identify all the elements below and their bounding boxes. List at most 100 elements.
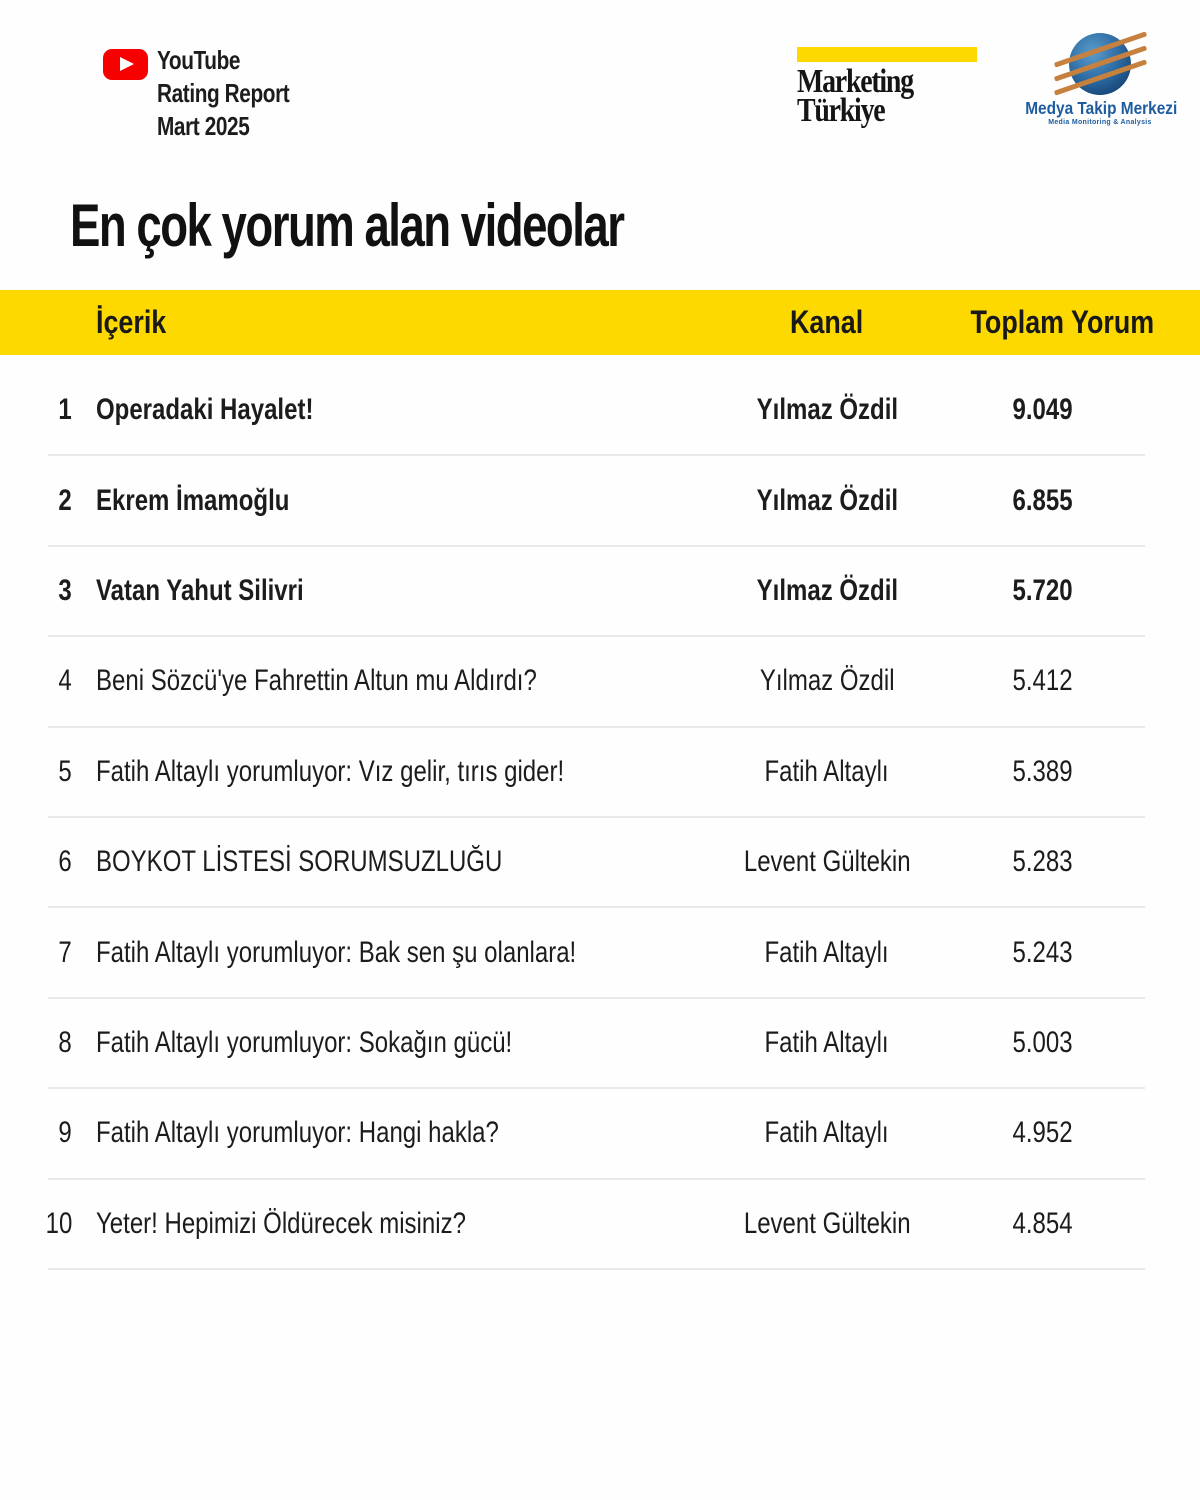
report-badge: YouTube Rating Report Mart 2025 <box>103 44 322 143</box>
channel-cell: Yılmaz Özdil <box>701 664 953 698</box>
content-cell-text: Operadaki Hayalet! <box>96 393 314 427</box>
rank-cell: 9 <box>0 1116 72 1150</box>
channel-cell-text: Yılmaz Özdil <box>756 393 898 427</box>
content-cell: Fatih Altaylı yorumluyor: Sokağın gücü! <box>72 1026 701 1060</box>
table-row: 1 Operadaki Hayalet! Yılmaz Özdil 9.049 <box>0 366 1200 454</box>
rank-cell-text: 6 <box>58 845 72 879</box>
table-row: 7 Fatih Altaylı yorumluyor: Bak sen şu ol… <box>0 908 1200 996</box>
table-row: 2 Ekrem İmamoğlu Yılmaz Özdil 6.855 <box>0 456 1200 544</box>
row-divider <box>48 454 1145 457</box>
header-channel: Kanal <box>701 304 953 341</box>
total-comments-cell-text: 5.243 <box>1012 935 1074 969</box>
content-cell: Ekrem İmamoğlu <box>72 484 701 518</box>
content-cell: Beni Sözcü'ye Fahrettin Altun mu Aldırdı… <box>72 664 701 698</box>
total-comments-cell-text: 9.049 <box>1012 393 1074 427</box>
rank-cell: 6 <box>0 845 72 879</box>
mtm-wordmark: Medya Takip Merkezi <box>1025 98 1178 118</box>
rank-cell-text: 3 <box>58 573 72 607</box>
rank-cell: 8 <box>0 1026 72 1060</box>
channel-cell: Fatih Altaylı <box>701 755 953 789</box>
mtm-tagline: Media Monitoring & Analysis <box>1048 119 1152 126</box>
header-channel-label: Kanal <box>790 304 864 340</box>
content-cell: Vatan Yahut Silivri <box>72 574 701 608</box>
total-comments-cell: 5.389 <box>953 755 1133 789</box>
total-comments-cell-text: 5.283 <box>1012 845 1074 879</box>
channel-cell: Fatih Altaylı <box>701 1026 953 1060</box>
channel-cell: Levent Gültekin <box>701 845 953 879</box>
channel-cell-text: Yılmaz Özdil <box>756 483 898 517</box>
row-divider <box>48 544 1145 547</box>
total-comments-cell: 5.243 <box>953 936 1133 970</box>
rank-cell: 1 <box>0 393 72 427</box>
page-title: En çok yorum alan videolar <box>70 192 625 259</box>
content-cell: Fatih Altaylı yorumluyor: Hangi hakla? <box>72 1116 701 1150</box>
channel-cell-text: Fatih Altaylı <box>764 1025 890 1059</box>
content-cell-text: Fatih Altaylı yorumluyor: Bak sen şu ola… <box>96 935 577 969</box>
channel-cell-text: Fatih Altaylı <box>764 1116 890 1150</box>
header-content-label: İçerik <box>96 304 167 340</box>
channel-cell-text: Yılmaz Özdil <box>759 664 895 698</box>
total-comments-cell-text: 5.720 <box>1012 573 1074 607</box>
content-cell-text: Fatih Altaylı yorumluyor: Hangi hakla? <box>96 1116 499 1150</box>
row-divider <box>48 1267 1145 1270</box>
total-comments-cell: 5.283 <box>953 845 1133 879</box>
rank-cell: 2 <box>0 484 72 518</box>
header-total-comments: Toplam Yorum <box>953 304 1154 341</box>
rank-cell: 3 <box>0 574 72 608</box>
row-divider <box>48 906 1145 909</box>
total-comments-cell-text: 6.855 <box>1012 483 1074 517</box>
content-cell-text: Ekrem İmamoğlu <box>96 483 290 517</box>
channel-cell: Levent Gültekin <box>701 1207 953 1241</box>
table-row: 10 Yeter! Hepimizi Öldürecek misiniz? Leve… <box>0 1180 1200 1268</box>
total-comments-cell: 4.854 <box>953 1207 1133 1241</box>
marketing-turkiye-line1: Marketing <box>797 63 914 100</box>
channel-cell-text: Fatih Altaylı <box>764 754 890 788</box>
rank-cell: 10 <box>0 1207 72 1241</box>
rank-cell-text: 2 <box>58 483 72 517</box>
row-divider <box>48 1177 1145 1180</box>
table-row: 5 Fatih Altaylı yorumluyor: Vız gelir, tı… <box>0 728 1200 816</box>
content-cell-text: Yeter! Hepimizi Öldürecek misiniz? <box>96 1206 466 1240</box>
channel-cell-text: Levent Gültekin <box>743 845 911 879</box>
rank-cell: 7 <box>0 936 72 970</box>
content-cell: Yeter! Hepimizi Öldürecek misiniz? <box>72 1207 701 1241</box>
rank-cell-text: 1 <box>58 393 72 427</box>
medya-takip-merkezi-logo: Medya Takip Merkezi Media Monitoring & A… <box>1015 31 1185 126</box>
channel-cell: Yılmaz Özdil <box>701 484 953 518</box>
total-comments-cell: 6.855 <box>953 484 1133 518</box>
rank-cell-text: 10 <box>45 1206 72 1240</box>
channel-cell-text: Yılmaz Özdil <box>756 573 898 607</box>
report-badge-text: YouTube Rating Report Mart 2025 <box>157 44 290 143</box>
rank-cell: 4 <box>0 664 72 698</box>
table-row: 8 Fatih Altaylı yorumluyor: Sokağın gücü!… <box>0 999 1200 1087</box>
total-comments-cell: 5.412 <box>953 664 1133 698</box>
content-cell: Fatih Altaylı yorumluyor: Vız gelir, tır… <box>72 755 701 789</box>
channel-cell: Fatih Altaylı <box>701 1116 953 1150</box>
table-row: 9 Fatih Altaylı yorumluyor: Hangi hakla? F… <box>0 1089 1200 1177</box>
table-header: İçerik Kanal Toplam Yorum <box>0 290 1200 355</box>
report-badge-line1: YouTube <box>157 45 241 75</box>
table-row: 4 Beni Sözcü'ye Fahrettin Altun mu Aldırd… <box>0 637 1200 725</box>
total-comments-cell-text: 5.412 <box>1012 664 1074 698</box>
table-row: 3 Vatan Yahut Silivri Yılmaz Özdil 5.720 <box>0 547 1200 635</box>
content-cell: Operadaki Hayalet! <box>72 393 701 427</box>
row-divider <box>48 815 1145 818</box>
marketing-turkiye-logo: Marketing Türkiye <box>797 47 977 128</box>
total-comments-cell: 5.003 <box>953 1026 1133 1060</box>
content-cell-text: Fatih Altaylı yorumluyor: Sokağın gücü! <box>96 1025 513 1059</box>
rank-cell-text: 7 <box>58 935 72 969</box>
header-content: İçerik <box>72 304 701 341</box>
channel-cell-text: Fatih Altaylı <box>764 935 890 969</box>
globe-icon <box>1053 31 1148 96</box>
report-badge-line3: Mart 2025 <box>157 111 250 141</box>
total-comments-cell-text: 4.952 <box>1012 1116 1074 1150</box>
content-cell: BOYKOT LİSTESİ SORUMSUZLUĞU <box>72 845 701 879</box>
content-cell: Fatih Altaylı yorumluyor: Bak sen şu ola… <box>72 936 701 970</box>
report-badge-line2: Rating Report <box>157 78 290 108</box>
marketing-turkiye-yellow-bar <box>797 47 977 62</box>
marketing-turkiye-wordmark: Marketing Türkiye <box>797 63 945 128</box>
channel-cell: Yılmaz Özdil <box>701 574 953 608</box>
table-row: 6 BOYKOT LİSTESİ SORUMSUZLUĞU Levent Gülte… <box>0 818 1200 906</box>
channel-cell: Fatih Altaylı <box>701 936 953 970</box>
